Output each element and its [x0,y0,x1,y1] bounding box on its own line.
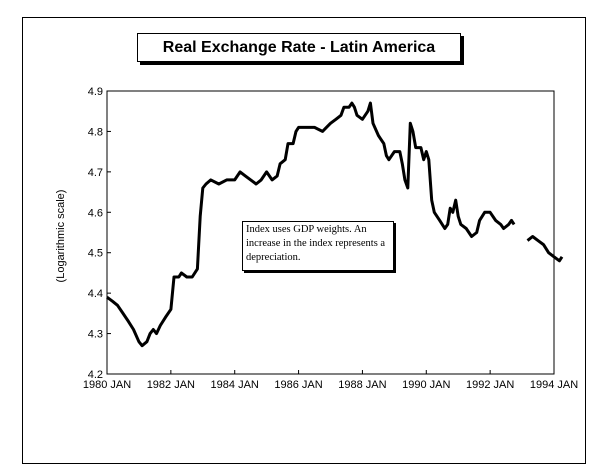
y-tick-label: 4.4 [88,288,103,300]
y-tick-label: 4.3 [88,329,103,341]
chart-title: Real Exchange Rate - Latin America [137,33,461,62]
x-tick-label: 1980 JAN [83,379,131,391]
axes: 4.2 4.3 4.4 4.5 4.6 4.7 4.8 4.9 1980 JAN 1982 JAN… [83,86,578,391]
y-tick-label: 4.7 [88,167,103,179]
plot-border [106,90,555,375]
x-tick-label: 1984 JAN [211,379,259,391]
y-tick-label: 4.5 [88,248,103,260]
plot-area [106,101,564,348]
y-tick-label: 4.8 [88,126,103,138]
x-tick-label: 1982 JAN [147,379,195,391]
x-tick-label: 1988 JAN [338,379,386,391]
series-line [526,235,564,263]
series-line [106,101,516,348]
y-axis-label: (Logarithmic scale) [55,190,67,283]
x-tick-label: 1990 JAN [402,379,450,391]
chart-annotation: Index uses GDP weights. An increase in t… [242,221,394,271]
x-tick-label: 1986 JAN [274,379,322,391]
y-tick-label: 4.9 [88,86,103,98]
x-tick-label: 1992 JAN [466,379,514,391]
x-tick-label: 1994 JAN [530,379,578,391]
y-tick-label: 4.6 [88,207,103,219]
y-tick-label: 4.2 [88,369,103,381]
